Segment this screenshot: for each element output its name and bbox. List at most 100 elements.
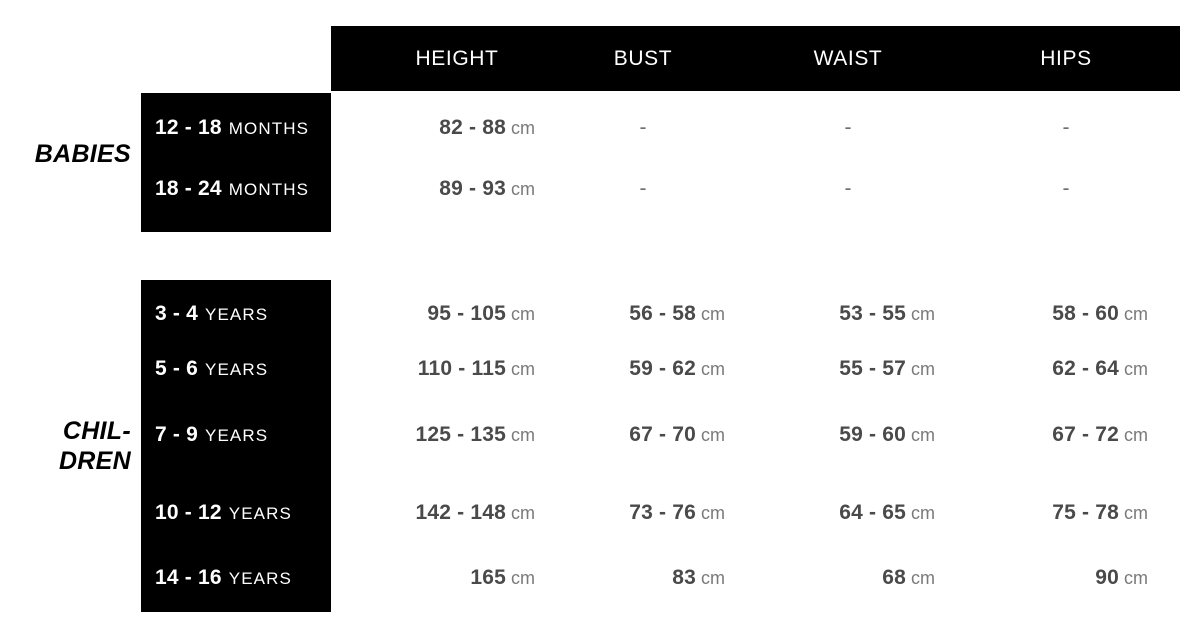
- cell-children-2-bust: 67 - 70 cm: [465, 421, 725, 449]
- cell-unit: cm: [1124, 304, 1148, 324]
- section-name-line: CHIL-: [62, 417, 131, 445]
- header-band: [331, 26, 1180, 91]
- column-header-waist: WAIST: [813, 47, 883, 70]
- cell-children-2-hips: 67 - 72 cm: [888, 421, 1148, 449]
- cell-children-3-height: 142 - 148 cm: [275, 499, 535, 527]
- size-label-babies-0: 12 - 18 MONTHS: [155, 115, 309, 141]
- babies-label-band: [141, 93, 331, 232]
- cell-value: 82 - 88: [439, 116, 506, 139]
- empty-dash: -: [639, 116, 647, 139]
- cell-children-3-hips: 75 - 78 cm: [888, 499, 1148, 527]
- cell-unit: cm: [911, 425, 935, 445]
- size-number: 12 - 18: [155, 116, 222, 139]
- cell-unit: cm: [1124, 425, 1148, 445]
- cell-unit: cm: [701, 425, 725, 445]
- cell-babies-1-bust: -: [543, 175, 743, 203]
- cell-unit: cm: [701, 304, 725, 324]
- cell-unit: cm: [1124, 568, 1148, 588]
- cell-value: 68: [882, 566, 906, 589]
- cell-unit: cm: [511, 503, 535, 523]
- cell-value: 95 - 105: [427, 302, 506, 325]
- cell-unit: cm: [1124, 503, 1148, 523]
- cell-children-4-height: 165 cm: [275, 564, 535, 592]
- size-label-children-1: 5 - 6 YEARS: [155, 356, 268, 382]
- cell-value: 110 - 115: [417, 357, 506, 380]
- cell-value: 90: [1095, 566, 1119, 589]
- cell-children-2-height: 125 - 135 cm: [275, 421, 535, 449]
- cell-babies-0-waist: -: [748, 114, 948, 142]
- cell-unit: cm: [1124, 359, 1148, 379]
- size-unit: YEARS: [205, 426, 269, 445]
- cell-children-1-hips: 62 - 64 cm: [888, 355, 1148, 383]
- cell-value: 142 - 148: [415, 501, 506, 524]
- size-label-children-0: 3 - 4 YEARS: [155, 301, 268, 327]
- cell-children-4-waist: 68 cm: [675, 564, 935, 592]
- empty-dash: -: [1062, 177, 1070, 200]
- cell-value: 59 - 60: [839, 423, 906, 446]
- cell-unit: cm: [511, 118, 535, 138]
- cell-value: 73 - 76: [629, 501, 696, 524]
- column-header-height: HEIGHT: [415, 47, 499, 70]
- cell-unit: cm: [911, 568, 935, 588]
- cell-value: 83: [672, 566, 696, 589]
- cell-children-2-waist: 59 - 60 cm: [675, 421, 935, 449]
- cell-value: 89 - 93: [439, 177, 506, 200]
- cell-children-4-bust: 83 cm: [465, 564, 725, 592]
- cell-value: 165: [470, 566, 506, 589]
- column-header-hips: HIPS: [1040, 47, 1092, 70]
- size-label-children-4: 14 - 16 YEARS: [155, 565, 292, 591]
- empty-dash: -: [844, 116, 852, 139]
- cell-value: 62 - 64: [1052, 357, 1119, 380]
- size-number: 18 - 24: [155, 177, 222, 200]
- size-unit: YEARS: [228, 504, 292, 523]
- cell-unit: cm: [511, 179, 535, 199]
- column-header-bust: BUST: [613, 47, 673, 70]
- cell-value: 67 - 70: [629, 423, 696, 446]
- cell-children-4-hips: 90 cm: [888, 564, 1148, 592]
- cell-unit: cm: [511, 359, 535, 379]
- cell-value: 75 - 78: [1052, 501, 1119, 524]
- cell-value: 64 - 65: [839, 501, 906, 524]
- cell-value: 59 - 62: [629, 357, 696, 380]
- empty-dash: -: [844, 177, 852, 200]
- cell-value: 58 - 60: [1052, 302, 1119, 325]
- cell-value: 125 - 135: [415, 423, 506, 446]
- cell-value: 55 - 57: [839, 357, 906, 380]
- cell-value: 53 - 55: [839, 302, 906, 325]
- size-unit: MONTHS: [228, 180, 310, 199]
- cell-babies-1-waist: -: [748, 175, 948, 203]
- cell-unit: cm: [911, 503, 935, 523]
- size-unit: YEARS: [228, 569, 292, 588]
- cell-babies-0-height: 82 - 88 cm: [275, 114, 535, 142]
- cell-unit: cm: [701, 568, 725, 588]
- cell-children-1-bust: 59 - 62 cm: [465, 355, 725, 383]
- empty-dash: -: [639, 177, 647, 200]
- size-unit: YEARS: [205, 360, 269, 379]
- empty-dash: -: [1062, 116, 1070, 139]
- cell-children-0-hips: 58 - 60 cm: [888, 300, 1148, 328]
- cell-babies-0-hips: -: [966, 114, 1166, 142]
- cell-children-0-bust: 56 - 58 cm: [465, 300, 725, 328]
- cell-value: 67 - 72: [1052, 423, 1119, 446]
- size-number: 3 - 4: [155, 302, 199, 325]
- cell-children-0-waist: 53 - 55 cm: [675, 300, 935, 328]
- cell-children-1-waist: 55 - 57 cm: [675, 355, 935, 383]
- cell-unit: cm: [511, 568, 535, 588]
- cell-value: 56 - 58: [629, 302, 696, 325]
- size-number: 7 - 9: [155, 423, 199, 446]
- section-name-children: CHIL- DREN: [0, 416, 131, 476]
- cell-unit: cm: [511, 304, 535, 324]
- size-label-children-3: 10 - 12 YEARS: [155, 500, 292, 526]
- size-number: 5 - 6: [155, 357, 199, 380]
- size-number: 14 - 16: [155, 566, 222, 589]
- size-label-children-2: 7 - 9 YEARS: [155, 422, 268, 448]
- size-unit: YEARS: [205, 305, 269, 324]
- size-label-babies-1: 18 - 24 MONTHS: [155, 176, 309, 202]
- cell-children-3-waist: 64 - 65 cm: [675, 499, 935, 527]
- cell-children-3-bust: 73 - 76 cm: [465, 499, 725, 527]
- cell-unit: cm: [701, 359, 725, 379]
- size-unit: MONTHS: [228, 119, 310, 138]
- cell-babies-1-hips: -: [966, 175, 1166, 203]
- cell-babies-1-height: 89 - 93 cm: [275, 175, 535, 203]
